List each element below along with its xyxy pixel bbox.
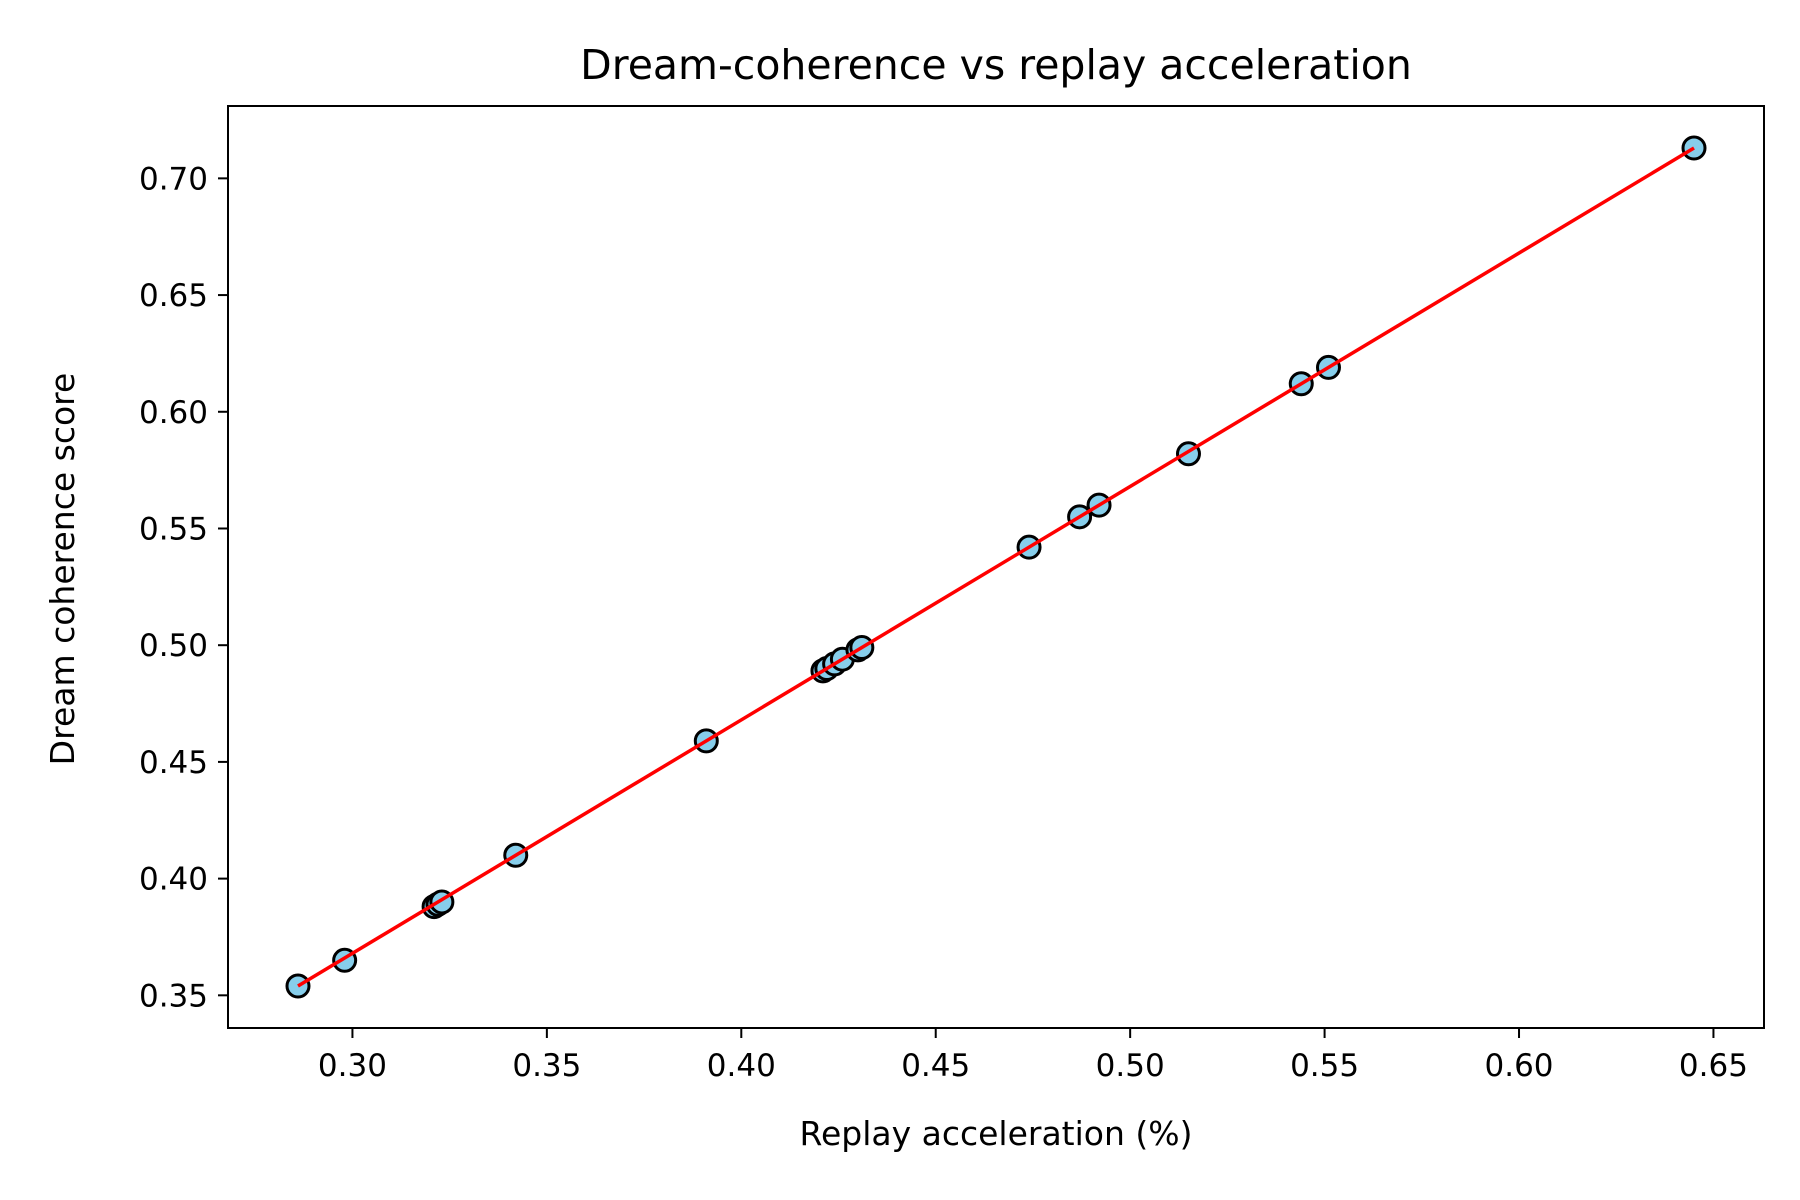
y-axis-label: Dream coherence score xyxy=(43,373,82,766)
x-tick-label: 0.40 xyxy=(707,1048,776,1084)
axes-frame xyxy=(227,105,1765,1029)
y-tick-label: 0.60 xyxy=(139,395,208,431)
chart-title: Dream-coherence vs replay acceleration xyxy=(580,41,1412,89)
y-tick-label: 0.35 xyxy=(139,978,208,1014)
y-tick-label: 0.50 xyxy=(139,628,208,664)
x-tick-label: 0.50 xyxy=(1096,1048,1165,1084)
x-axis: 0.30 0.35 0.40 0.45 0.50 0.55 0.60 0.65 xyxy=(318,1028,1748,1084)
x-axis-label: Replay acceleration (%) xyxy=(800,1114,1193,1153)
y-tick-label: 0.65 xyxy=(139,278,208,314)
y-tick-label: 0.40 xyxy=(139,862,208,898)
x-tick-label: 0.55 xyxy=(1290,1048,1359,1084)
x-tick-label: 0.35 xyxy=(512,1048,581,1084)
y-tick-label: 0.45 xyxy=(139,745,208,781)
x-tick-label: 0.60 xyxy=(1485,1048,1554,1084)
x-tick-label: 0.45 xyxy=(901,1048,970,1084)
y-tick-label: 0.55 xyxy=(139,511,208,547)
plot-area xyxy=(285,135,1707,999)
y-axis: 0.35 0.40 0.45 0.50 0.55 0.60 0.65 0.70 xyxy=(139,161,228,1014)
x-tick-label: 0.30 xyxy=(318,1048,387,1084)
x-tick-label: 0.65 xyxy=(1679,1048,1748,1084)
fit-line xyxy=(297,146,1695,988)
y-tick-label: 0.70 xyxy=(139,161,208,197)
